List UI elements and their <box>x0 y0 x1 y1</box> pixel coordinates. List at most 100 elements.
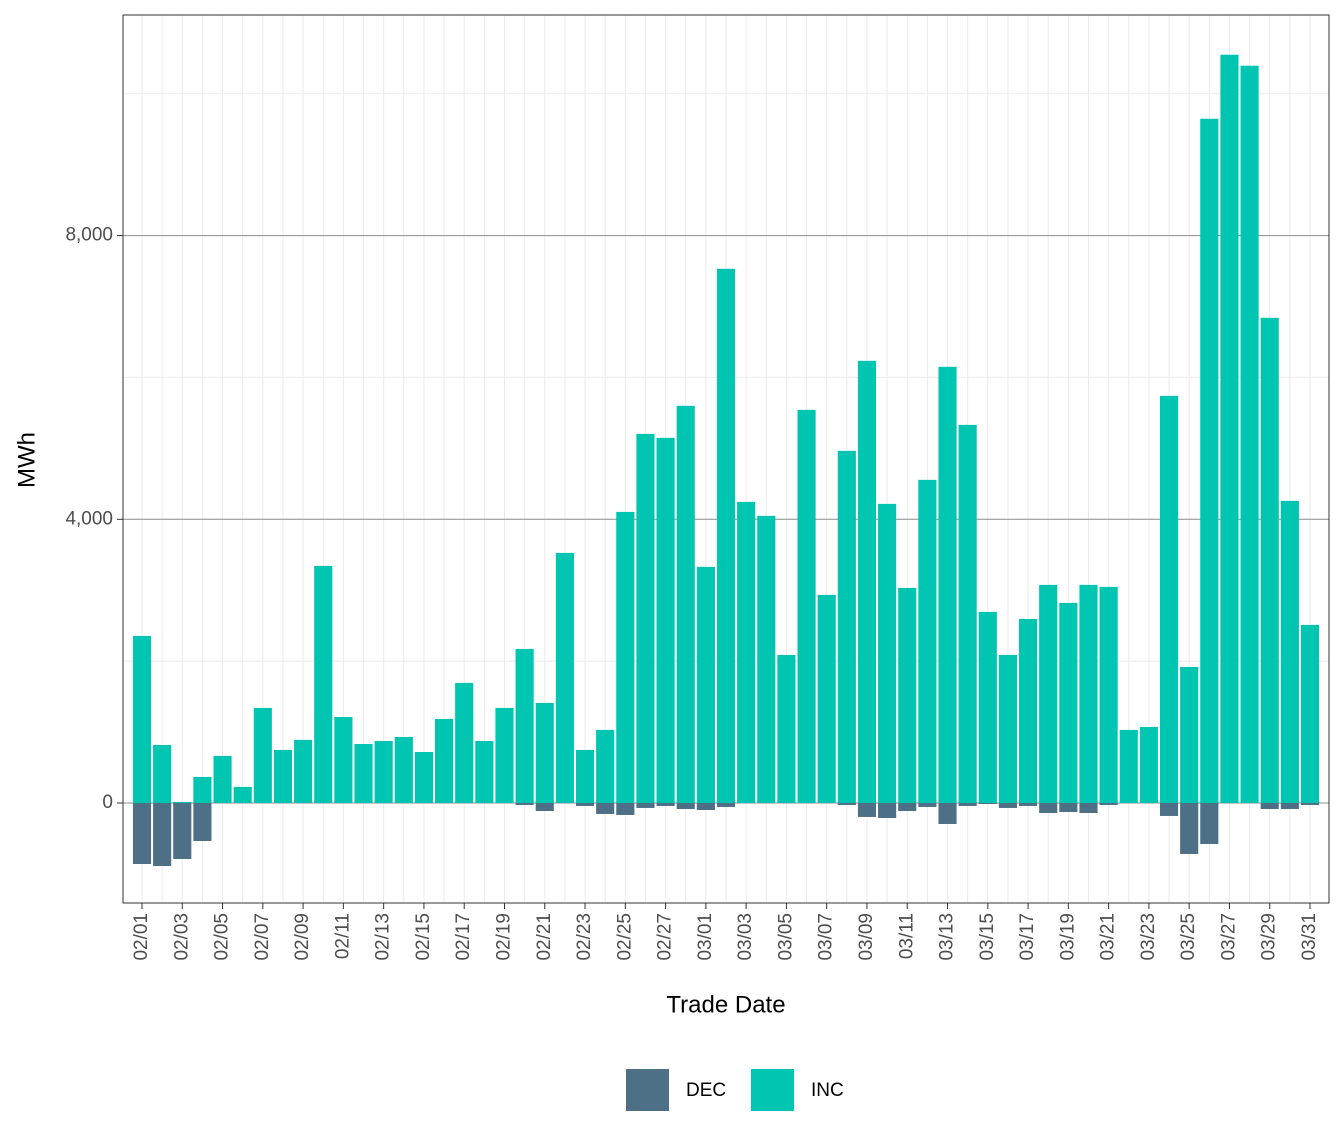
bar <box>1019 802 1038 806</box>
x-tick-label: 02/07 <box>252 913 273 961</box>
bar <box>515 802 534 805</box>
legend-swatch <box>751 1069 794 1111</box>
bar <box>414 751 433 803</box>
legend-swatch <box>626 1069 669 1111</box>
y-tick-label: 8,000 <box>65 225 113 246</box>
x-tick-label: 03/23 <box>1138 913 1159 961</box>
bar <box>575 749 595 803</box>
bar <box>394 736 413 803</box>
bar <box>938 802 957 824</box>
bar <box>616 511 635 803</box>
bar <box>1200 118 1219 803</box>
bar <box>696 566 715 803</box>
bar <box>696 802 715 811</box>
x-tick-label: 03/21 <box>1098 913 1119 961</box>
bar <box>716 268 736 803</box>
bar <box>596 729 615 803</box>
bar <box>918 802 937 807</box>
bar <box>273 749 293 803</box>
panel-border <box>122 14 1330 904</box>
bar <box>958 424 977 803</box>
bar <box>1200 802 1219 844</box>
x-tick-label: 02/27 <box>655 913 676 961</box>
y-tick-label: 0 <box>102 792 113 813</box>
x-tick-label: 03/11 <box>896 913 917 959</box>
bar <box>294 739 313 803</box>
bar <box>193 776 212 803</box>
bar <box>132 635 152 803</box>
bar <box>1260 317 1279 803</box>
bar <box>998 802 1017 808</box>
bar <box>918 479 937 803</box>
x-tick-label: 02/21 <box>534 913 555 961</box>
bar <box>857 360 877 803</box>
bar <box>938 366 957 803</box>
bar <box>193 802 212 842</box>
x-tick-label: 03/07 <box>816 913 837 961</box>
x-tick-label: 02/17 <box>453 913 474 961</box>
y-axis-title: MWh <box>13 432 40 488</box>
legend-label: INC <box>811 1080 844 1101</box>
bar <box>777 654 796 803</box>
bar <box>435 718 454 803</box>
bar <box>978 611 997 803</box>
bar <box>153 744 172 803</box>
x-tick-label: 03/03 <box>735 913 756 961</box>
bar <box>737 501 756 803</box>
bar <box>173 802 192 860</box>
bar <box>1019 618 1038 803</box>
x-tick-label: 03/17 <box>1017 913 1038 961</box>
bar <box>656 802 675 806</box>
bar <box>1119 729 1138 803</box>
bar <box>314 565 333 803</box>
x-tick-label: 02/03 <box>171 913 192 961</box>
x-tick-label: 03/29 <box>1259 913 1280 961</box>
bar <box>837 802 856 805</box>
bar <box>1039 584 1058 803</box>
bar <box>555 552 574 803</box>
bar <box>1280 500 1299 803</box>
bar <box>535 702 554 803</box>
x-tick-label: 03/09 <box>856 913 877 961</box>
bar <box>213 755 232 803</box>
bar <box>1260 802 1279 810</box>
bar <box>716 802 736 807</box>
bar <box>998 654 1017 803</box>
bar <box>837 450 856 803</box>
bar <box>1300 802 1320 805</box>
bar <box>857 802 877 817</box>
bar <box>656 437 675 803</box>
x-tick-label: 02/01 <box>131 913 152 961</box>
x-tick-label: 02/25 <box>614 913 635 961</box>
bar <box>475 741 494 803</box>
x-tick-label: 02/15 <box>413 913 434 961</box>
bar <box>233 786 252 803</box>
x-tick-label: 02/13 <box>373 913 394 961</box>
bar <box>1099 586 1118 803</box>
x-tick-label: 03/27 <box>1218 913 1239 961</box>
x-tick-label: 03/15 <box>977 913 998 961</box>
legend-label: DEC <box>686 1080 726 1101</box>
bar <box>1139 726 1158 803</box>
bar <box>596 802 615 814</box>
bar <box>1079 802 1098 813</box>
bar <box>1280 802 1299 810</box>
x-tick-label: 02/19 <box>493 913 514 961</box>
bar <box>153 802 172 867</box>
x-tick-label: 02/09 <box>292 913 313 961</box>
bar <box>173 801 192 803</box>
bar <box>958 802 977 806</box>
x-tick-label: 03/01 <box>695 913 716 961</box>
x-tick-label: 03/13 <box>937 913 958 961</box>
x-tick-label: 03/25 <box>1178 913 1199 961</box>
bar <box>354 743 373 803</box>
bar <box>757 515 776 803</box>
x-tick-label: 02/23 <box>574 913 595 961</box>
bar <box>1159 802 1179 816</box>
bar <box>1240 65 1259 803</box>
bar <box>1180 802 1199 854</box>
x-tick-label: 02/05 <box>212 913 233 961</box>
x-axis-title: Trade Date <box>666 991 785 1018</box>
bar <box>636 802 655 808</box>
x-tick-label: 03/19 <box>1057 913 1078 961</box>
